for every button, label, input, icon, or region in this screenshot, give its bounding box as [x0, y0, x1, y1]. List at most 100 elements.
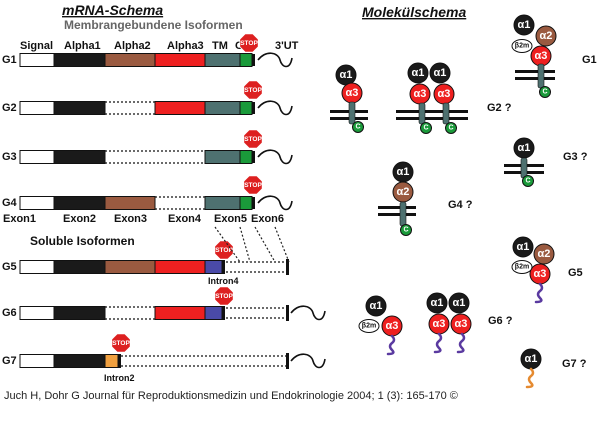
- alpha1-exon: [53, 306, 106, 320]
- c-domain-label: C: [448, 125, 453, 132]
- isoform-row-g3: G3 STOP: [2, 129, 293, 165]
- alpha1-exon: [53, 354, 106, 368]
- molecule-label-g4: G4 ?: [448, 199, 473, 211]
- alpha3-domain: α3: [341, 82, 363, 104]
- signal-exon: [19, 196, 55, 210]
- alpha3-domain-label: α3: [386, 320, 399, 332]
- soluble-tail: [456, 332, 466, 354]
- isoform-label: G4: [2, 197, 18, 209]
- soluble-tail: [534, 282, 544, 304]
- alpha1-exon: [53, 53, 106, 67]
- isoform-row-g7: G7 STOP: [2, 333, 326, 369]
- exon3-label: Exon3: [114, 213, 147, 225]
- alpha1-domain: α1: [392, 161, 414, 183]
- header-c: C: [235, 40, 243, 52]
- tm-anchor: [520, 157, 528, 179]
- tm-exon: [204, 196, 241, 210]
- cell-membrane: [378, 206, 416, 216]
- molecule-label-g1: G1: [582, 54, 597, 66]
- header-alpha1: Alpha1: [64, 40, 101, 52]
- stop-sign: STOP: [243, 175, 263, 195]
- alpha1-domain-label: α1: [518, 142, 531, 154]
- stop-label: STOP: [240, 40, 258, 47]
- c-domain-label: C: [423, 125, 428, 132]
- intron2-label: Intron2: [104, 373, 135, 383]
- isoform-label: G6: [2, 307, 17, 319]
- alpha3-domain: α3: [428, 313, 450, 335]
- alpha1-exon: [53, 260, 106, 274]
- header-3ut: 3'UT: [275, 40, 299, 52]
- utr-tail: [290, 353, 326, 369]
- alpha1-domain-label: α1: [525, 353, 538, 365]
- figure-caption: Juch H, Dohr G Journal für Reproduktions…: [4, 390, 458, 402]
- c-domain-label: C: [403, 227, 408, 234]
- c-domain: C: [445, 122, 457, 134]
- alpha2-exon: [104, 53, 156, 67]
- alpha1-domain-label: α1: [431, 297, 444, 309]
- signal-exon: [19, 150, 55, 164]
- molecule-g3: α1 C G3 ?: [504, 137, 588, 187]
- alpha1-exon: [53, 196, 106, 210]
- signal-exon: [19, 306, 55, 320]
- tm-anchor: [418, 102, 426, 125]
- molecule-label-g7: G7 ?: [562, 358, 587, 370]
- alpha1-domain: α1: [512, 236, 534, 258]
- signal-exon: [19, 260, 55, 274]
- soluble-tail: [386, 334, 396, 356]
- alpha2-domain: α2: [533, 243, 555, 265]
- alpha1-exon: [53, 150, 106, 164]
- exon6-label: Exon6: [251, 213, 284, 225]
- c-domain: C: [400, 224, 412, 236]
- alpha2-domain-label: α2: [397, 186, 410, 198]
- membrane-isoforms-title: Membrangebundene Isoformen: [64, 18, 243, 32]
- cytoplasmic-exon: [239, 150, 253, 164]
- exon1-label: Exon1: [3, 213, 36, 225]
- alpha3-domain-label: α3: [414, 88, 427, 100]
- isoform-label: G2: [2, 102, 17, 114]
- c-domain: C: [420, 122, 432, 134]
- alpha1-domain: α1: [520, 348, 542, 370]
- intron2-segment: [104, 354, 119, 368]
- intron4-label: Intron4: [208, 276, 239, 286]
- signal-exon: [19, 354, 55, 368]
- cell-membrane: [396, 110, 468, 120]
- molecule-label-g5: G5: [568, 267, 583, 279]
- molecule-g4: α1 α2 C G4 ?: [378, 161, 473, 236]
- c-domain: C: [352, 121, 364, 133]
- b2m-domain: β2m: [358, 319, 380, 333]
- cytoplasmic-exon: [239, 101, 253, 115]
- alpha2-domain-label: α2: [538, 248, 551, 260]
- molecule-schema-title: Molekülschema: [362, 4, 466, 20]
- alpha1-domain-label: α1: [434, 67, 447, 79]
- molecule-g1: α1 α2 α3 β2m C G1: [511, 14, 597, 98]
- tm-anchor: [348, 101, 356, 125]
- tm-anchor: [537, 63, 545, 89]
- alpha1-domain: α1: [426, 292, 448, 314]
- alpha2-exon: [104, 260, 156, 274]
- alpha2-domain-label: α2: [540, 30, 553, 42]
- alpha1-domain: α1: [335, 64, 357, 86]
- tm-anchor: [442, 102, 450, 125]
- c-domain: C: [522, 175, 534, 187]
- alpha1-domain-label: α1: [453, 297, 466, 309]
- exon-connector-lines: [214, 226, 290, 263]
- alpha1-domain-label: α1: [397, 166, 410, 178]
- isoform-row-g2: G2 STOP: [2, 80, 293, 116]
- stop-sign: STOP: [239, 33, 259, 53]
- alpha1-domain: α1: [513, 137, 535, 159]
- header-alpha2: Alpha2: [114, 40, 151, 52]
- b2m-label: β2m: [515, 264, 529, 271]
- stop-sign: STOP: [111, 333, 131, 353]
- isoform-label: G1: [2, 54, 17, 66]
- alpha3-exon: [154, 306, 206, 320]
- stop-sign: STOP: [243, 129, 263, 149]
- alpha3-domain: α3: [530, 45, 552, 67]
- stop-label: STOP: [244, 87, 262, 94]
- alpha1-domain: α1: [407, 62, 429, 84]
- c-domain-label: C: [525, 178, 530, 185]
- alpha2-domain: α2: [535, 25, 557, 47]
- alpha1-domain: α1: [429, 62, 451, 84]
